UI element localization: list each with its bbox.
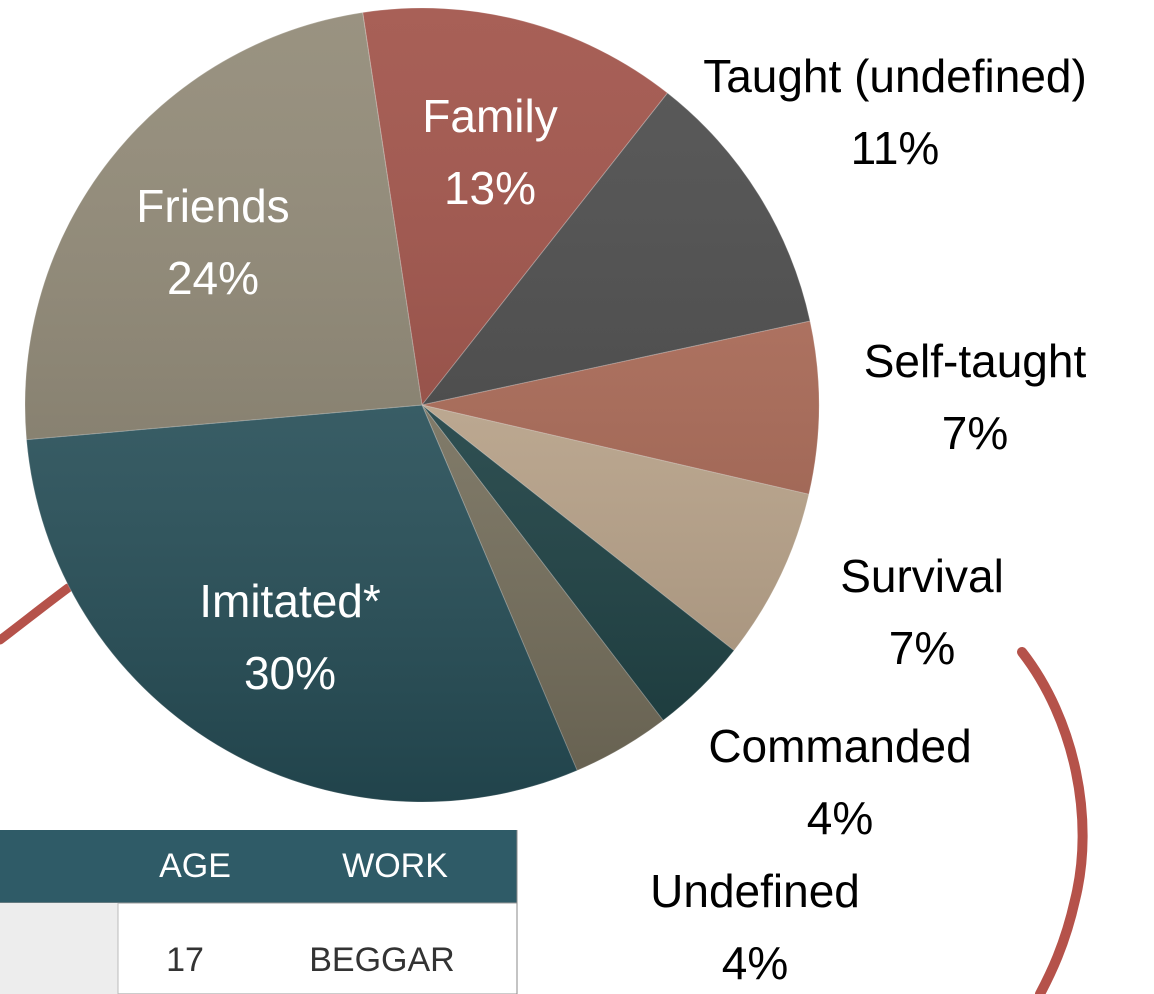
slice-value-label: 13% <box>444 162 536 214</box>
slice-label: Self-taught <box>864 335 1087 387</box>
slice-value-label: 24% <box>167 252 259 304</box>
table: AGE WORK 17 BEGGAR <box>0 830 518 994</box>
table-cell <box>0 903 118 994</box>
slice-value-label: 4% <box>722 937 788 989</box>
slice-value-label: 7% <box>942 407 1008 459</box>
slice-label: Commanded <box>708 720 971 772</box>
table-header-cell: AGE <box>159 847 231 885</box>
slice-label: Taught (undefined) <box>703 50 1087 102</box>
slice-label: Undefined <box>650 865 860 917</box>
slice-value-label: 11% <box>851 122 940 174</box>
table-cell: BEGGAR <box>309 941 454 979</box>
table-header <box>0 830 517 903</box>
slice-value-label: 30% <box>244 647 336 699</box>
slice-value-label: 7% <box>889 622 955 674</box>
slice-label: Survival <box>840 550 1004 602</box>
table-header-cell: WORK <box>342 847 448 885</box>
table-cell: 17 <box>166 941 204 979</box>
slice-value-label: 4% <box>807 792 873 844</box>
slice-label: Friends <box>136 180 289 232</box>
slice-label: Imitated* <box>199 575 381 627</box>
brush-stroke <box>0 583 73 645</box>
slice-label: Family <box>422 90 557 142</box>
brush-stroke <box>1017 647 1088 994</box>
